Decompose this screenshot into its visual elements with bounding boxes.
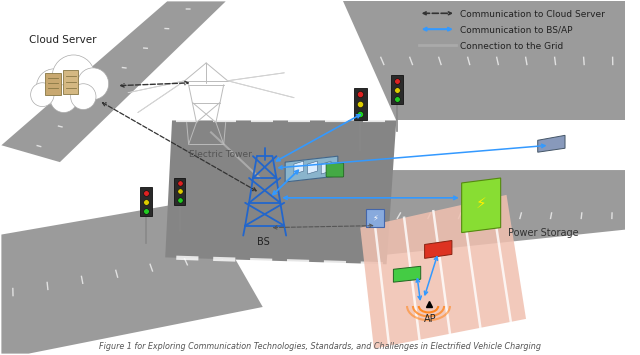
- Polygon shape: [538, 135, 565, 152]
- Circle shape: [36, 69, 72, 105]
- Text: Electric Tower: Electric Tower: [189, 150, 252, 159]
- Circle shape: [50, 85, 77, 113]
- FancyBboxPatch shape: [354, 88, 367, 120]
- Polygon shape: [461, 178, 500, 233]
- Circle shape: [31, 83, 54, 106]
- Text: ⚡: ⚡: [372, 213, 378, 222]
- Text: BS: BS: [257, 237, 269, 247]
- Polygon shape: [394, 266, 420, 282]
- Polygon shape: [285, 156, 338, 182]
- Polygon shape: [1, 1, 226, 162]
- Polygon shape: [285, 156, 338, 182]
- Text: Power Storage: Power Storage: [508, 228, 579, 237]
- Polygon shape: [1, 200, 263, 354]
- Text: ⚡: ⚡: [476, 195, 486, 210]
- Polygon shape: [461, 178, 500, 233]
- Circle shape: [52, 55, 95, 99]
- Polygon shape: [294, 161, 304, 174]
- Polygon shape: [342, 1, 625, 120]
- FancyBboxPatch shape: [45, 73, 61, 95]
- Text: Cloud Server: Cloud Server: [29, 35, 96, 45]
- Text: Figure 1 for Exploring Communication Technologies, Standards, and Challenges in : Figure 1 for Exploring Communication Tec…: [99, 343, 541, 351]
- FancyBboxPatch shape: [140, 187, 152, 216]
- FancyBboxPatch shape: [392, 75, 403, 104]
- Text: Connection to the Grid: Connection to the Grid: [460, 42, 563, 50]
- Polygon shape: [323, 170, 625, 261]
- Text: Communication to Cloud Server: Communication to Cloud Server: [460, 10, 605, 19]
- Polygon shape: [165, 120, 396, 264]
- Circle shape: [70, 84, 96, 110]
- Polygon shape: [308, 161, 317, 174]
- Text: Communication to BS/AP: Communication to BS/AP: [460, 26, 572, 35]
- Text: AP: AP: [424, 314, 436, 324]
- Polygon shape: [321, 161, 331, 174]
- Polygon shape: [285, 156, 338, 182]
- Polygon shape: [424, 240, 452, 258]
- Polygon shape: [360, 195, 526, 349]
- FancyBboxPatch shape: [366, 209, 383, 226]
- FancyBboxPatch shape: [63, 70, 79, 94]
- FancyBboxPatch shape: [326, 163, 344, 177]
- Circle shape: [77, 68, 109, 100]
- FancyBboxPatch shape: [174, 178, 186, 205]
